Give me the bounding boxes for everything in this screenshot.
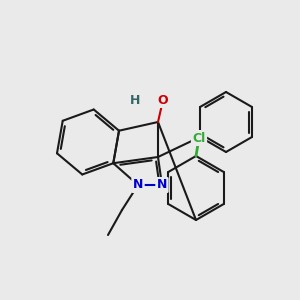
Text: H: H xyxy=(130,94,140,106)
Text: O: O xyxy=(158,94,168,106)
Text: N: N xyxy=(133,178,143,191)
Text: N: N xyxy=(157,178,167,191)
Text: Cl: Cl xyxy=(192,131,206,145)
